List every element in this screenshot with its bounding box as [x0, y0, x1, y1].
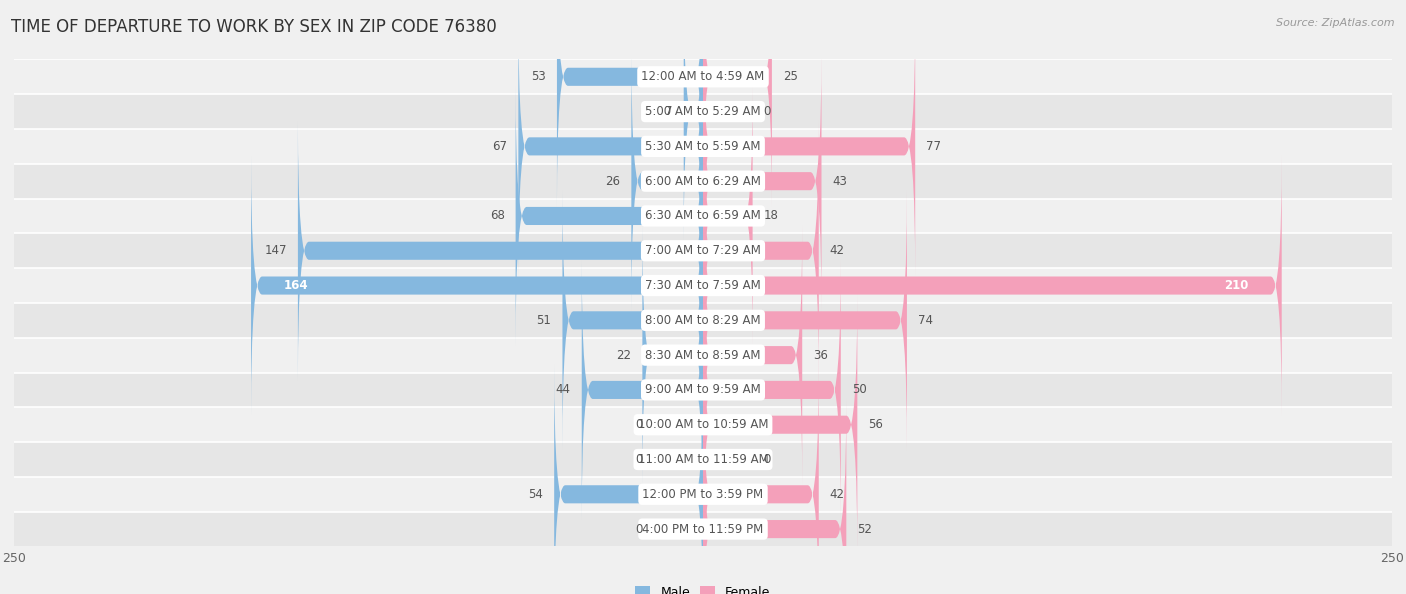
Text: 36: 36: [813, 349, 828, 362]
FancyBboxPatch shape: [14, 268, 1392, 303]
Text: 50: 50: [852, 383, 866, 396]
FancyBboxPatch shape: [252, 156, 703, 416]
FancyBboxPatch shape: [703, 295, 858, 555]
FancyBboxPatch shape: [14, 477, 1392, 511]
Text: 77: 77: [927, 140, 941, 153]
Text: 7: 7: [665, 105, 672, 118]
Text: 9:00 AM to 9:59 AM: 9:00 AM to 9:59 AM: [645, 383, 761, 396]
Text: 43: 43: [832, 175, 848, 188]
Text: 8:00 AM to 8:29 AM: 8:00 AM to 8:29 AM: [645, 314, 761, 327]
FancyBboxPatch shape: [643, 225, 703, 485]
Text: 5:30 AM to 5:59 AM: 5:30 AM to 5:59 AM: [645, 140, 761, 153]
FancyBboxPatch shape: [703, 51, 821, 311]
FancyBboxPatch shape: [14, 129, 1392, 164]
FancyBboxPatch shape: [582, 260, 703, 520]
Text: 7:00 AM to 7:29 AM: 7:00 AM to 7:29 AM: [645, 244, 761, 257]
Text: 4:00 PM to 11:59 PM: 4:00 PM to 11:59 PM: [643, 523, 763, 536]
FancyBboxPatch shape: [14, 164, 1392, 198]
FancyBboxPatch shape: [554, 364, 703, 594]
FancyBboxPatch shape: [14, 94, 1392, 129]
Text: 42: 42: [830, 244, 845, 257]
Text: 74: 74: [918, 314, 934, 327]
Text: Source: ZipAtlas.com: Source: ZipAtlas.com: [1277, 18, 1395, 28]
FancyBboxPatch shape: [14, 338, 1392, 372]
FancyBboxPatch shape: [14, 198, 1392, 233]
Text: 42: 42: [830, 488, 845, 501]
Text: 67: 67: [492, 140, 508, 153]
Text: 0: 0: [763, 105, 770, 118]
Text: 7:30 AM to 7:59 AM: 7:30 AM to 7:59 AM: [645, 279, 761, 292]
Text: 54: 54: [529, 488, 543, 501]
Text: 0: 0: [636, 453, 643, 466]
Text: 53: 53: [531, 70, 546, 83]
FancyBboxPatch shape: [562, 190, 703, 450]
Text: 68: 68: [489, 210, 505, 223]
Text: 0: 0: [636, 418, 643, 431]
Text: 6:00 AM to 6:29 AM: 6:00 AM to 6:29 AM: [645, 175, 761, 188]
FancyBboxPatch shape: [519, 16, 703, 276]
FancyBboxPatch shape: [703, 364, 818, 594]
Text: 25: 25: [783, 70, 797, 83]
FancyBboxPatch shape: [703, 190, 907, 450]
FancyBboxPatch shape: [703, 0, 772, 207]
FancyBboxPatch shape: [703, 86, 752, 346]
Text: 44: 44: [555, 383, 571, 396]
Text: 6:30 AM to 6:59 AM: 6:30 AM to 6:59 AM: [645, 210, 761, 223]
Text: 56: 56: [869, 418, 883, 431]
FancyBboxPatch shape: [631, 51, 703, 311]
FancyBboxPatch shape: [14, 303, 1392, 338]
Text: 210: 210: [1225, 279, 1249, 292]
Text: 12:00 PM to 3:59 PM: 12:00 PM to 3:59 PM: [643, 488, 763, 501]
Text: 18: 18: [763, 210, 779, 223]
FancyBboxPatch shape: [703, 16, 915, 276]
FancyBboxPatch shape: [557, 0, 703, 207]
Text: 51: 51: [537, 314, 551, 327]
Text: 164: 164: [284, 279, 309, 292]
Text: 0: 0: [763, 453, 770, 466]
FancyBboxPatch shape: [703, 260, 841, 520]
FancyBboxPatch shape: [14, 233, 1392, 268]
Legend: Male, Female: Male, Female: [630, 580, 776, 594]
Text: 0: 0: [636, 523, 643, 536]
FancyBboxPatch shape: [14, 511, 1392, 546]
FancyBboxPatch shape: [14, 407, 1392, 442]
Text: 147: 147: [264, 244, 287, 257]
Text: 11:00 AM to 11:59 AM: 11:00 AM to 11:59 AM: [638, 453, 768, 466]
FancyBboxPatch shape: [14, 59, 1392, 94]
FancyBboxPatch shape: [703, 225, 803, 485]
FancyBboxPatch shape: [703, 399, 846, 594]
Text: 8:30 AM to 8:59 AM: 8:30 AM to 8:59 AM: [645, 349, 761, 362]
FancyBboxPatch shape: [703, 156, 1282, 416]
Text: 12:00 AM to 4:59 AM: 12:00 AM to 4:59 AM: [641, 70, 765, 83]
FancyBboxPatch shape: [298, 121, 703, 381]
Text: 26: 26: [606, 175, 620, 188]
Text: 10:00 AM to 10:59 AM: 10:00 AM to 10:59 AM: [638, 418, 768, 431]
FancyBboxPatch shape: [516, 86, 703, 346]
FancyBboxPatch shape: [14, 372, 1392, 407]
FancyBboxPatch shape: [683, 0, 703, 242]
Text: 52: 52: [858, 523, 872, 536]
FancyBboxPatch shape: [14, 442, 1392, 477]
Text: TIME OF DEPARTURE TO WORK BY SEX IN ZIP CODE 76380: TIME OF DEPARTURE TO WORK BY SEX IN ZIP …: [11, 18, 496, 36]
Text: 5:00 AM to 5:29 AM: 5:00 AM to 5:29 AM: [645, 105, 761, 118]
Text: 22: 22: [616, 349, 631, 362]
FancyBboxPatch shape: [703, 121, 818, 381]
